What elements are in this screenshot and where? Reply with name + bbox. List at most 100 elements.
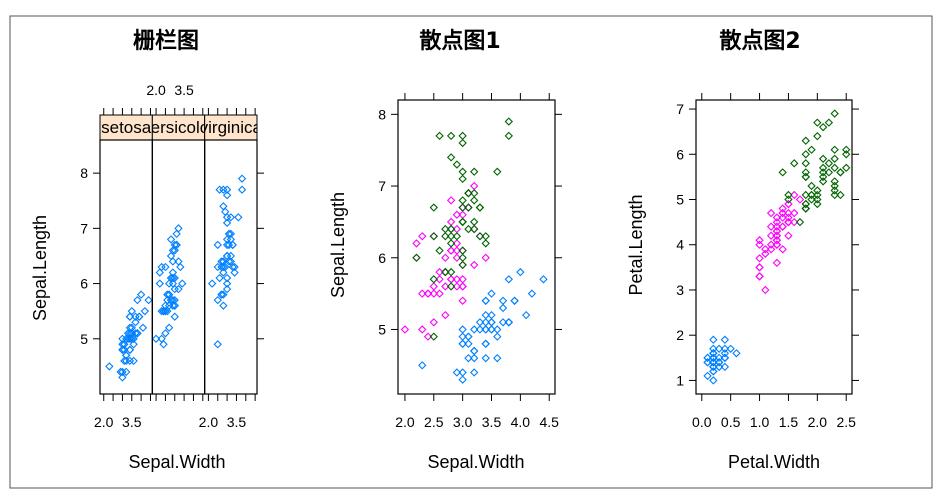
data-point — [168, 246, 178, 255]
data-point — [790, 159, 799, 168]
x-tick-label: 2.5 — [424, 414, 444, 430]
data-point — [475, 203, 485, 212]
data-point — [801, 199, 810, 209]
x-tick-label: 0.0 — [692, 414, 712, 430]
data-point — [487, 310, 496, 320]
data-point — [470, 224, 479, 234]
data-point — [772, 231, 782, 240]
data-point — [498, 296, 508, 305]
data-point — [429, 232, 438, 241]
x-tick-label: 1.0 — [750, 414, 770, 430]
data-point — [418, 325, 427, 334]
data-point — [174, 284, 183, 294]
data-point — [446, 131, 456, 141]
data-point — [818, 154, 828, 163]
data-point — [219, 301, 228, 310]
data-point — [234, 213, 243, 222]
data-point — [755, 263, 764, 272]
strip-label: versicolor — [142, 118, 215, 137]
data-point — [222, 191, 232, 200]
chart-2-scatter: 散点图1 Sepal.Width Sepal.Length 2.0 2.5 3.0 3… — [328, 28, 562, 472]
data-point — [155, 279, 164, 288]
data-point — [222, 251, 232, 261]
data-point — [842, 150, 851, 159]
x-tick-label: 4.0 — [511, 414, 531, 430]
data-point — [168, 301, 178, 310]
data-point — [481, 325, 490, 334]
data-point — [493, 353, 502, 363]
y-tick-label: 5 — [80, 331, 88, 347]
data-point — [159, 306, 168, 316]
data-point — [824, 159, 834, 168]
data-point — [703, 358, 712, 367]
data-point — [772, 226, 782, 236]
data-point — [458, 167, 467, 176]
data-point — [470, 196, 479, 205]
data-point — [720, 349, 730, 358]
y-tick-label: 3 — [676, 282, 684, 298]
data-point — [435, 246, 444, 255]
data-point — [842, 145, 851, 154]
chart-3-xlabel: Petal.Width — [728, 452, 820, 472]
data-point — [121, 356, 131, 366]
chart-3-scatter: 散点图2 Petal.Width Petal.Length 0.0 0.5 1.0 1… — [626, 28, 859, 472]
data-point — [168, 273, 178, 283]
data-point — [170, 312, 179, 321]
data-point — [709, 349, 718, 358]
data-point — [818, 172, 828, 182]
data-point — [784, 231, 793, 240]
data-point — [458, 339, 467, 348]
data-point — [504, 117, 514, 126]
data-point — [222, 273, 232, 283]
data-point — [458, 217, 467, 227]
figure-border — [9, 15, 933, 489]
data-point — [784, 190, 793, 200]
data-point — [164, 301, 174, 310]
data-point — [807, 195, 816, 204]
data-point — [766, 240, 776, 249]
data-point — [121, 367, 131, 377]
data-point — [784, 208, 793, 218]
x-tick-label: 2.0 — [94, 414, 114, 430]
data-point — [155, 268, 164, 277]
data-point — [801, 204, 810, 213]
data-point — [213, 240, 222, 250]
data-point — [157, 262, 166, 272]
data-point — [441, 267, 450, 277]
data-point — [778, 204, 787, 213]
data-point — [222, 185, 232, 194]
chart-3-plot-area: 0.0 0.5 1.0 1.5 2.0 2.5 1 2 3 4 5 6 7 — [676, 93, 859, 430]
data-point — [830, 186, 839, 195]
y-tick-label: 2 — [676, 327, 684, 343]
data-point — [778, 168, 787, 177]
data-point — [527, 289, 537, 298]
data-point — [475, 232, 485, 241]
data-point — [755, 240, 764, 249]
data-point — [435, 275, 444, 284]
y-tick-label: 7 — [676, 101, 684, 117]
data-point — [400, 325, 410, 334]
data-point — [446, 246, 456, 255]
data-point — [720, 353, 730, 362]
chart-2-title: 散点图1 — [419, 28, 500, 54]
data-point — [801, 150, 810, 159]
data-point — [452, 282, 462, 291]
data-point — [801, 190, 810, 200]
data-point — [458, 282, 467, 291]
data-point — [219, 185, 228, 194]
data-point — [168, 295, 178, 305]
data-point — [714, 353, 724, 362]
data-point — [813, 190, 822, 200]
data-point — [172, 240, 181, 250]
data-point — [159, 340, 168, 349]
data-point — [720, 335, 730, 344]
data-point — [772, 236, 782, 245]
data-point — [161, 306, 170, 316]
data-point — [157, 306, 166, 316]
data-point — [412, 253, 421, 262]
data-point — [118, 345, 127, 355]
data-point — [464, 203, 473, 212]
data-point — [168, 257, 178, 266]
data-point — [458, 196, 467, 205]
data-point — [458, 131, 467, 141]
